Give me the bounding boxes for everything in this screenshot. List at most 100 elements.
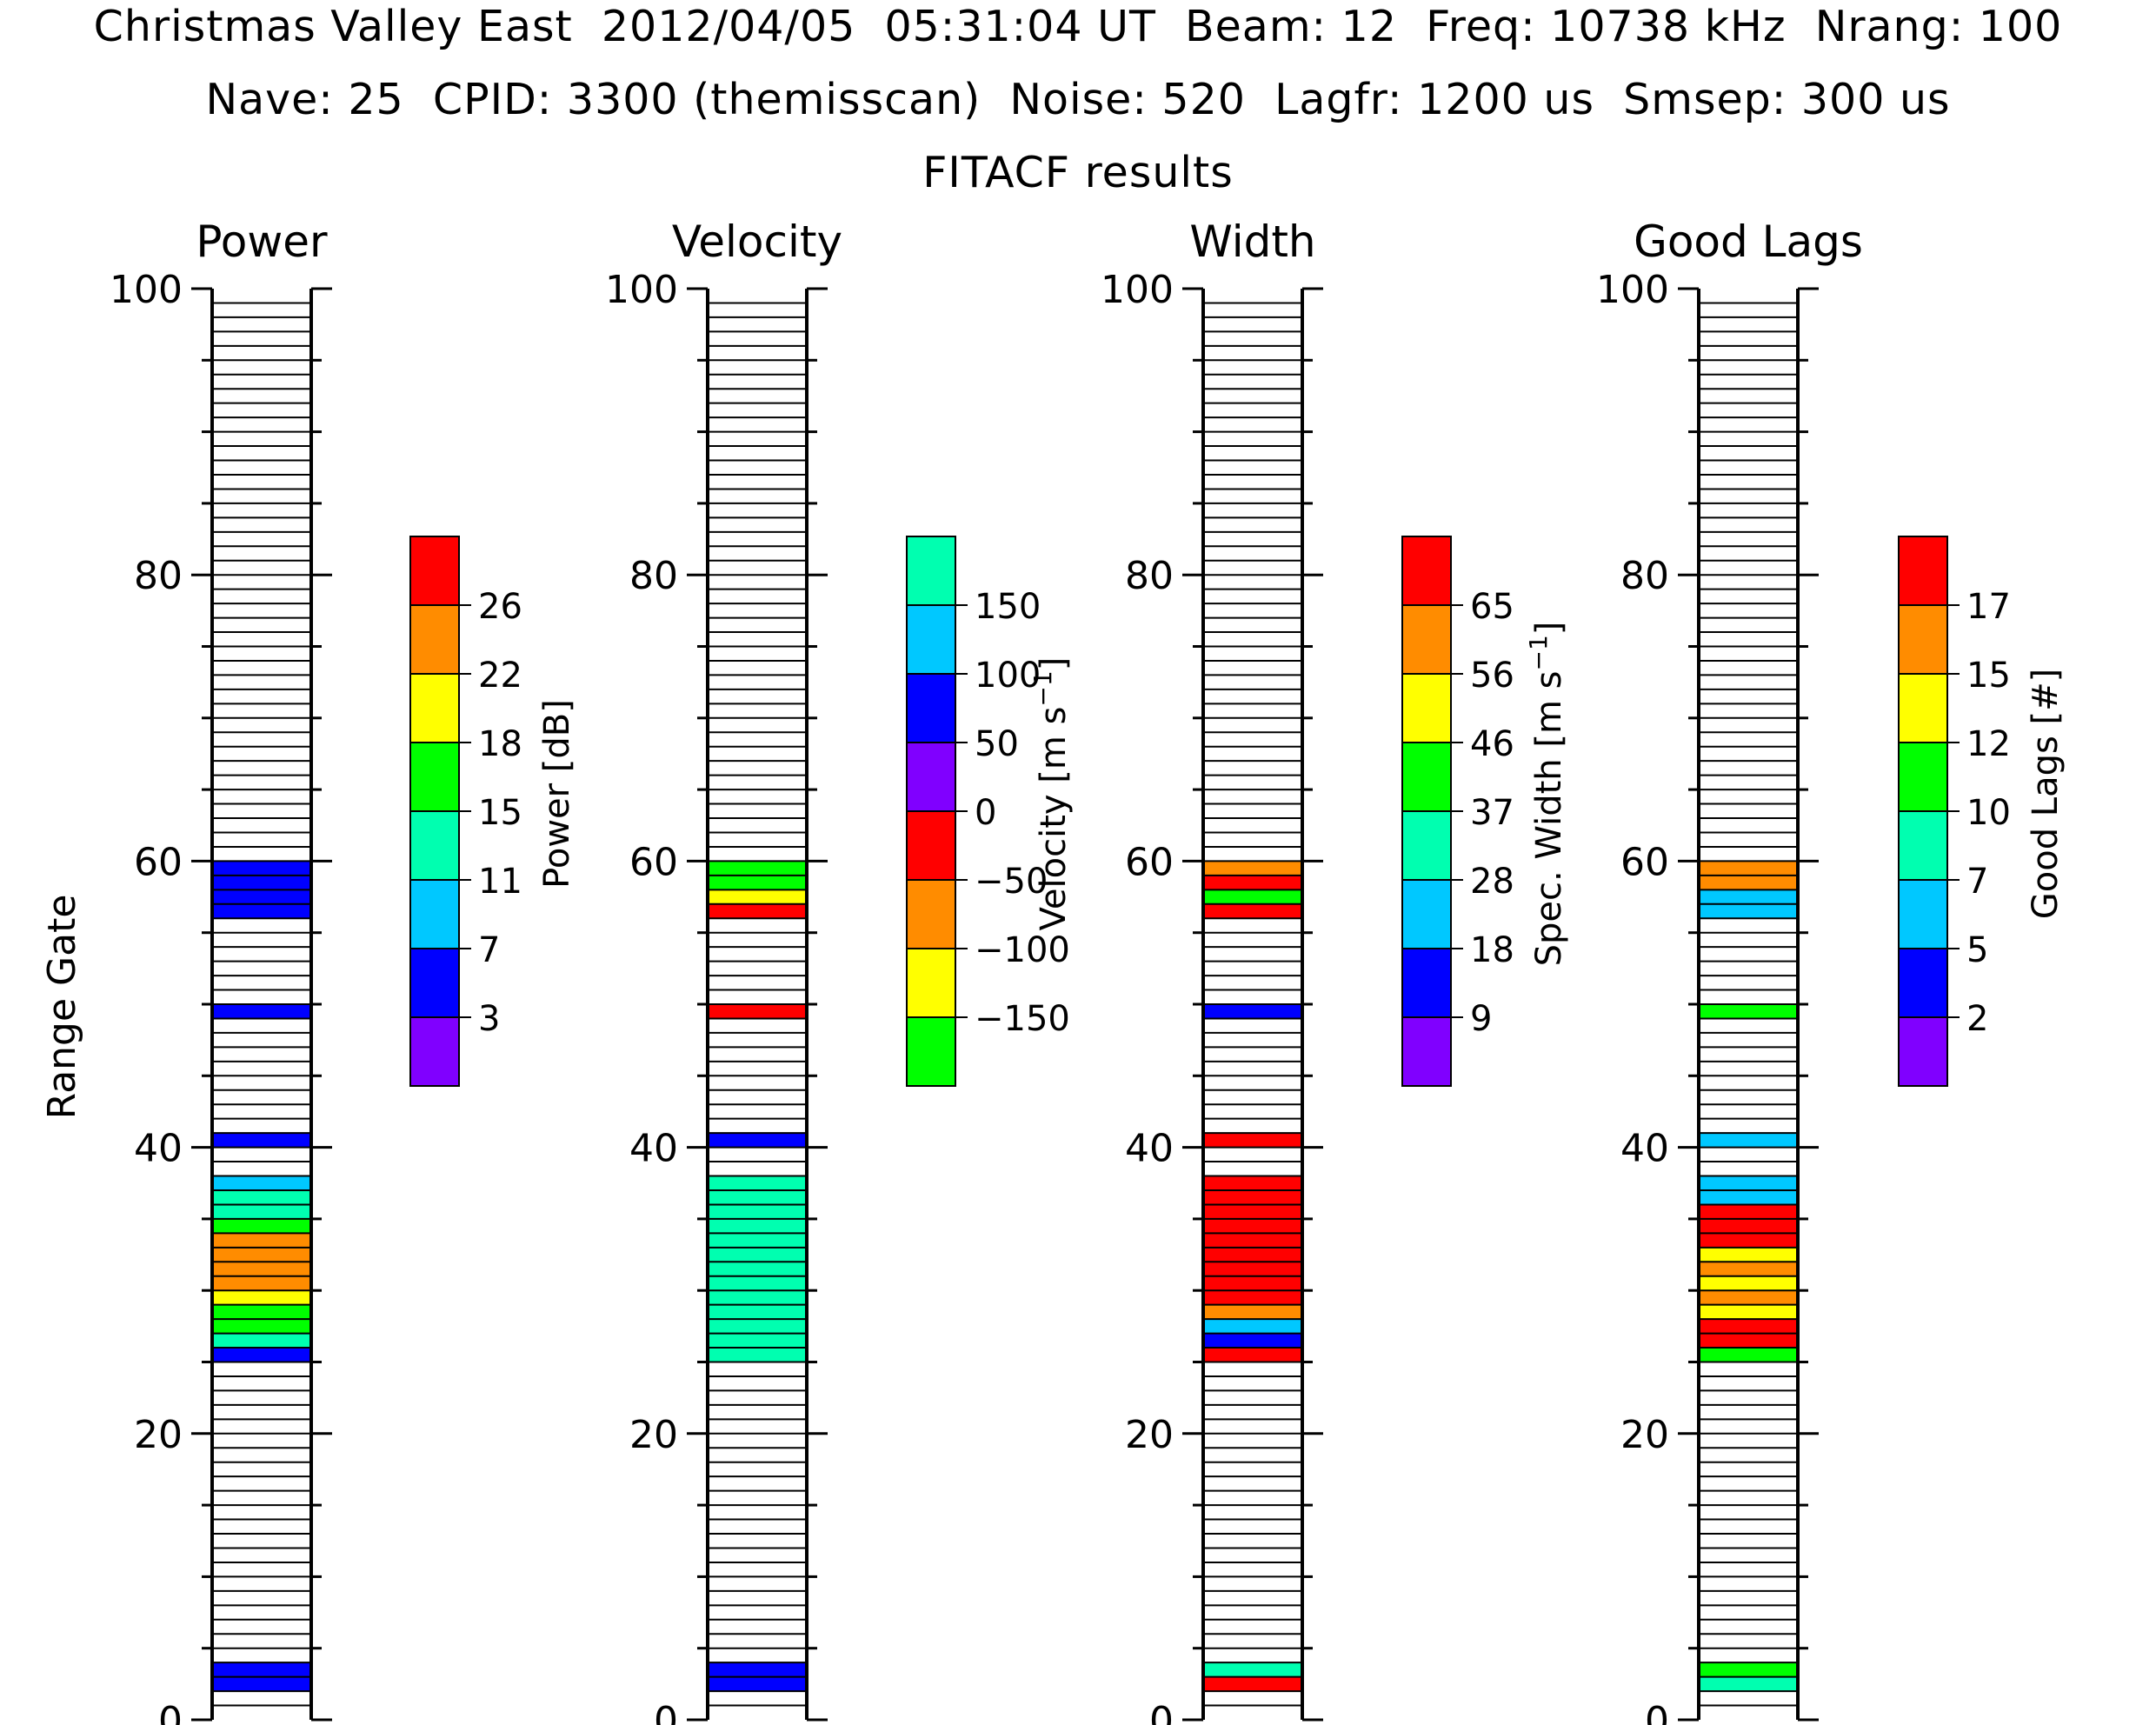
range-gate-cell — [708, 1233, 807, 1248]
range-gate-cell — [1203, 1275, 1302, 1291]
colorbar-tick-label: 150 — [975, 587, 1041, 627]
label-superscript: −1 — [1524, 635, 1553, 670]
colorbar-label: Spec. Width [m s−1] — [1524, 622, 1569, 967]
range-gate-cell — [212, 903, 311, 919]
colorbar-tick-label: 46 — [1470, 724, 1514, 764]
colorbar-tick-label: 5 — [1966, 930, 1988, 970]
colorbar-tick-label: 18 — [1470, 930, 1514, 970]
colorbar-tick-label: 12 — [1966, 724, 2011, 764]
range-gate-cell — [212, 1004, 311, 1019]
y-tick-label: 0 — [1149, 1699, 1174, 1725]
range-gate-cell — [1203, 1204, 1302, 1219]
range-gate-cell — [1699, 889, 1798, 904]
colorbar-segment — [410, 605, 459, 674]
range-gate-cell — [708, 1290, 807, 1305]
colorbar-tick-label: −150 — [975, 999, 1070, 1039]
range-gate-cell — [1203, 1319, 1302, 1334]
range-gate-cell — [1699, 1348, 1798, 1362]
colorbar-segment — [1402, 536, 1451, 605]
range-gate-cell — [212, 889, 311, 904]
colorbar-tick-label: 26 — [478, 587, 522, 627]
colorbar-segment — [1899, 949, 1947, 1017]
range-gate-cell — [212, 1676, 311, 1692]
range-gate-cell — [1699, 861, 1798, 876]
colorbar-segment — [907, 949, 955, 1017]
range-gate-cell — [1699, 1333, 1798, 1349]
colorbar-tick-label: 7 — [478, 930, 500, 970]
range-gate-cell — [212, 875, 311, 890]
colorbar-segment — [1899, 743, 1947, 811]
colorbar-tick-label: 7 — [1966, 862, 1988, 902]
colorbar-tick-label: 50 — [975, 724, 1019, 764]
colorbar-tick-label: −100 — [975, 930, 1070, 970]
colorbar-segment — [1899, 880, 1947, 949]
range-gate-cell — [212, 1189, 311, 1205]
range-gate-cell — [1699, 1262, 1798, 1276]
range-gate-cell — [1203, 1176, 1302, 1190]
range-gate-cell — [1699, 875, 1798, 890]
colorbar-label: Power [dB] — [537, 699, 577, 889]
range-gate-cell — [1203, 1662, 1302, 1677]
panel-title: Width — [1189, 216, 1315, 267]
colorbar-segment — [410, 536, 459, 605]
range-gate-cell — [708, 1218, 807, 1234]
range-gate-cell — [212, 1333, 311, 1349]
range-gate-cell — [1699, 1004, 1798, 1019]
range-gate-cell — [1203, 1304, 1302, 1320]
colorbar-segment — [907, 811, 955, 880]
colorbar-segment — [907, 880, 955, 949]
y-tick-label: 60 — [629, 840, 678, 884]
range-gate-cell — [708, 861, 807, 876]
colorbar-tick-label: 37 — [1470, 793, 1514, 833]
range-gate-cell — [708, 875, 807, 890]
panel-title: Velocity — [672, 216, 842, 267]
colorbar-segment — [1402, 674, 1451, 743]
range-gate-cell — [1203, 1676, 1302, 1692]
range-gate-cell — [1203, 1189, 1302, 1205]
colorbar-segment — [1899, 536, 1947, 605]
colorbar-segment — [410, 949, 459, 1017]
range-gate-cell — [708, 1319, 807, 1334]
range-gate-cell — [1203, 875, 1302, 890]
y-tick-label: 40 — [134, 1127, 183, 1171]
range-gate-cell — [212, 1176, 311, 1190]
range-gate-cell — [212, 1262, 311, 1276]
header-line-1: Christmas Valley East 2012/04/05 05:31:0… — [93, 2, 2063, 51]
colorbar-segment — [907, 674, 955, 743]
colorbar-segment — [1402, 1017, 1451, 1086]
colorbar-segment — [410, 743, 459, 811]
range-gate-cell — [1699, 1189, 1798, 1205]
y-tick-label: 40 — [629, 1127, 678, 1171]
range-gate-cell — [708, 1204, 807, 1219]
range-gate-cell — [212, 1662, 311, 1677]
colorbar-segment — [1402, 811, 1451, 880]
colorbar-tick-label: 3 — [478, 999, 500, 1039]
colorbar-segment — [410, 811, 459, 880]
range-gate-cell — [212, 1319, 311, 1334]
range-gate-cell — [708, 903, 807, 919]
y-tick-label: 80 — [134, 554, 183, 598]
colorbar-segment — [1899, 1017, 1947, 1086]
range-gate-cell — [708, 1662, 807, 1677]
range-gate-cell — [1699, 1247, 1798, 1262]
colorbar-segment — [907, 1017, 955, 1086]
colorbar-segment — [1402, 743, 1451, 811]
range-gate-cell — [1699, 1176, 1798, 1190]
colorbar-tick-label: 2 — [1966, 999, 1988, 1039]
y-tick-label: 80 — [1620, 554, 1669, 598]
y-tick-label: 100 — [1101, 268, 1174, 312]
colorbar-label: Good Lags [#] — [2026, 669, 2066, 920]
y-tick-label: 60 — [134, 840, 183, 884]
range-gate-cell — [1203, 861, 1302, 876]
colorbar-segment — [907, 605, 955, 674]
range-gate-cell — [708, 1348, 807, 1362]
colorbar-segment — [410, 880, 459, 949]
y-tick-label: 80 — [1125, 554, 1174, 598]
range-gate-cell — [1203, 1233, 1302, 1248]
y-tick-label: 100 — [605, 268, 678, 312]
colorbar-tick-label: 56 — [1470, 656, 1514, 696]
colorbar-segment — [1402, 880, 1451, 949]
colorbar-segment — [1402, 605, 1451, 674]
range-gate-cell — [1699, 1218, 1798, 1234]
